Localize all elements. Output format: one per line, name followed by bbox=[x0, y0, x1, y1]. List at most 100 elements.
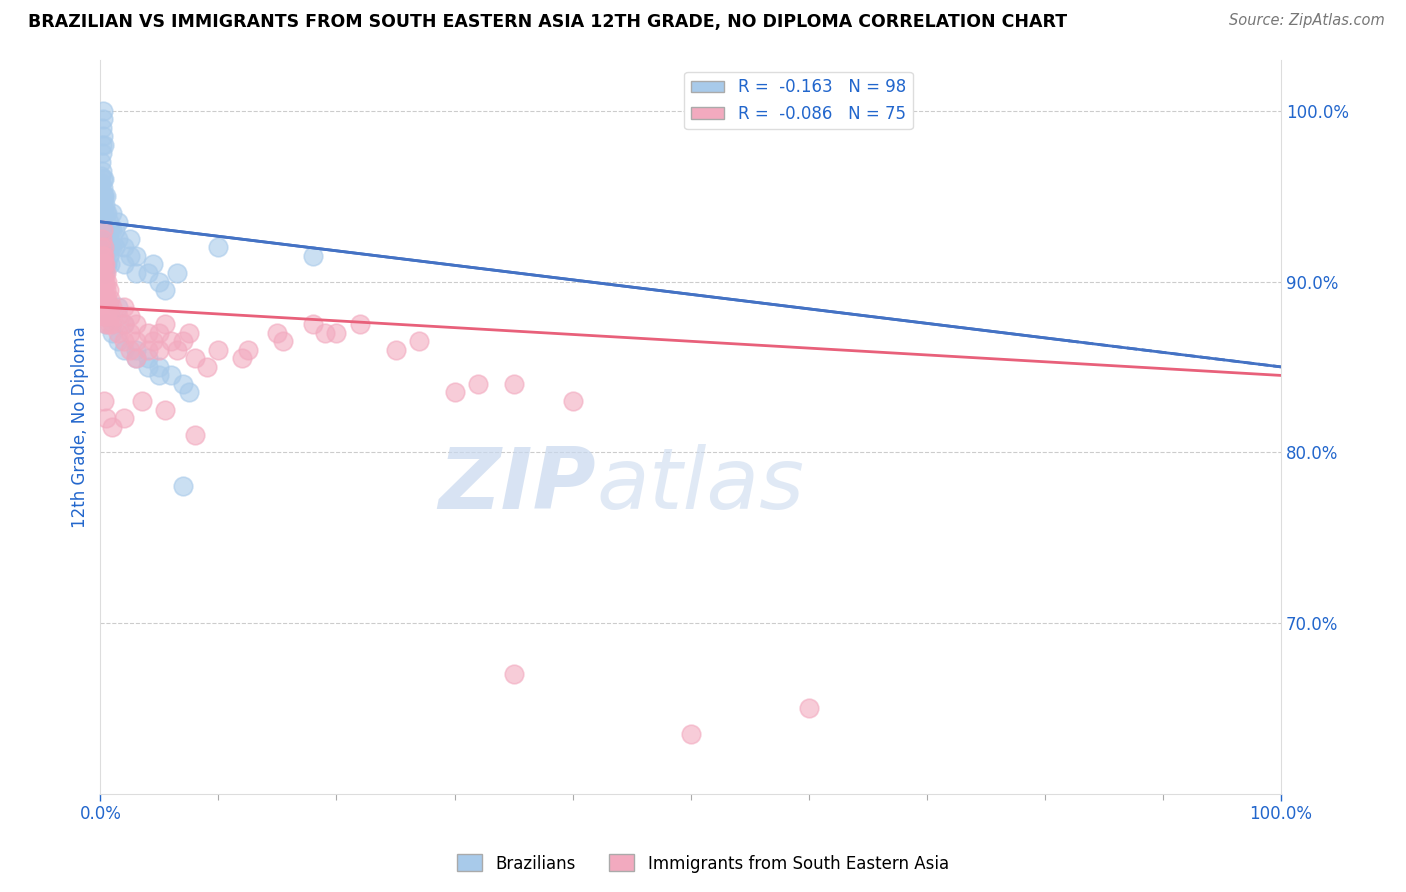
Point bbox=[96, 309, 118, 323]
Point bbox=[112, 300, 135, 314]
Point bbox=[91, 223, 114, 237]
Point bbox=[155, 283, 177, 297]
Point bbox=[91, 257, 114, 271]
Point bbox=[302, 317, 325, 331]
Point bbox=[91, 257, 114, 271]
Point bbox=[91, 172, 114, 186]
Point bbox=[148, 326, 170, 340]
Point bbox=[90, 197, 112, 211]
Point bbox=[94, 275, 117, 289]
Point bbox=[125, 343, 148, 357]
Point bbox=[112, 240, 135, 254]
Point bbox=[160, 334, 183, 349]
Point bbox=[136, 266, 159, 280]
Point bbox=[91, 189, 114, 203]
Point bbox=[136, 351, 159, 366]
Point bbox=[314, 326, 336, 340]
Point bbox=[94, 309, 117, 323]
Point bbox=[136, 359, 159, 374]
Point bbox=[93, 257, 115, 271]
Point bbox=[91, 215, 114, 229]
Point bbox=[91, 146, 114, 161]
Point bbox=[96, 223, 118, 237]
Point bbox=[91, 232, 114, 246]
Point bbox=[90, 206, 112, 220]
Text: Source: ZipAtlas.com: Source: ZipAtlas.com bbox=[1229, 13, 1385, 29]
Point bbox=[107, 232, 129, 246]
Point bbox=[136, 343, 159, 357]
Point bbox=[172, 376, 194, 391]
Point bbox=[96, 240, 118, 254]
Point bbox=[155, 317, 177, 331]
Point bbox=[207, 240, 229, 254]
Point bbox=[408, 334, 430, 349]
Point bbox=[93, 283, 115, 297]
Point bbox=[90, 215, 112, 229]
Point bbox=[118, 343, 141, 357]
Point bbox=[103, 223, 125, 237]
Point bbox=[94, 215, 117, 229]
Point bbox=[90, 223, 112, 237]
Point bbox=[90, 169, 112, 183]
Point bbox=[97, 249, 120, 263]
Point bbox=[96, 240, 118, 254]
Point bbox=[96, 257, 118, 271]
Point bbox=[93, 257, 115, 271]
Point bbox=[90, 176, 112, 190]
Point bbox=[101, 206, 124, 220]
Point bbox=[207, 343, 229, 357]
Point bbox=[97, 215, 120, 229]
Point bbox=[302, 249, 325, 263]
Point bbox=[101, 300, 124, 314]
Point bbox=[93, 275, 115, 289]
Point bbox=[384, 343, 406, 357]
Y-axis label: 12th Grade, No Diploma: 12th Grade, No Diploma bbox=[72, 326, 89, 527]
Point bbox=[91, 223, 114, 237]
Point bbox=[97, 283, 120, 297]
Point bbox=[90, 155, 112, 169]
Point bbox=[273, 334, 295, 349]
Point bbox=[94, 292, 117, 306]
Point bbox=[502, 376, 524, 391]
Point bbox=[97, 317, 120, 331]
Point bbox=[142, 257, 165, 271]
Point bbox=[93, 240, 115, 254]
Point bbox=[98, 257, 121, 271]
Point bbox=[93, 292, 115, 306]
Point bbox=[93, 240, 115, 254]
Point bbox=[98, 309, 121, 323]
Point bbox=[118, 232, 141, 246]
Point bbox=[93, 223, 115, 237]
Point bbox=[91, 206, 114, 220]
Point bbox=[97, 300, 120, 314]
Point bbox=[172, 334, 194, 349]
Point bbox=[91, 249, 114, 263]
Point bbox=[131, 394, 153, 409]
Point bbox=[91, 232, 114, 246]
Point bbox=[94, 266, 117, 280]
Point bbox=[112, 317, 135, 331]
Point bbox=[101, 240, 124, 254]
Point bbox=[125, 266, 148, 280]
Text: ZIP: ZIP bbox=[439, 444, 596, 527]
Point bbox=[107, 326, 129, 340]
Point bbox=[94, 257, 117, 271]
Point bbox=[101, 317, 124, 331]
Point bbox=[125, 317, 148, 331]
Point bbox=[266, 326, 288, 340]
Point bbox=[184, 351, 207, 366]
Point bbox=[90, 240, 112, 254]
Point bbox=[94, 249, 117, 263]
Point bbox=[96, 206, 118, 220]
Point bbox=[91, 223, 114, 237]
Point bbox=[91, 240, 114, 254]
Point bbox=[349, 317, 371, 331]
Point bbox=[91, 275, 114, 289]
Point bbox=[90, 163, 112, 178]
Point bbox=[91, 257, 114, 271]
Point bbox=[797, 701, 820, 715]
Point bbox=[90, 193, 112, 207]
Point bbox=[90, 138, 112, 153]
Point bbox=[96, 223, 118, 237]
Point bbox=[101, 419, 124, 434]
